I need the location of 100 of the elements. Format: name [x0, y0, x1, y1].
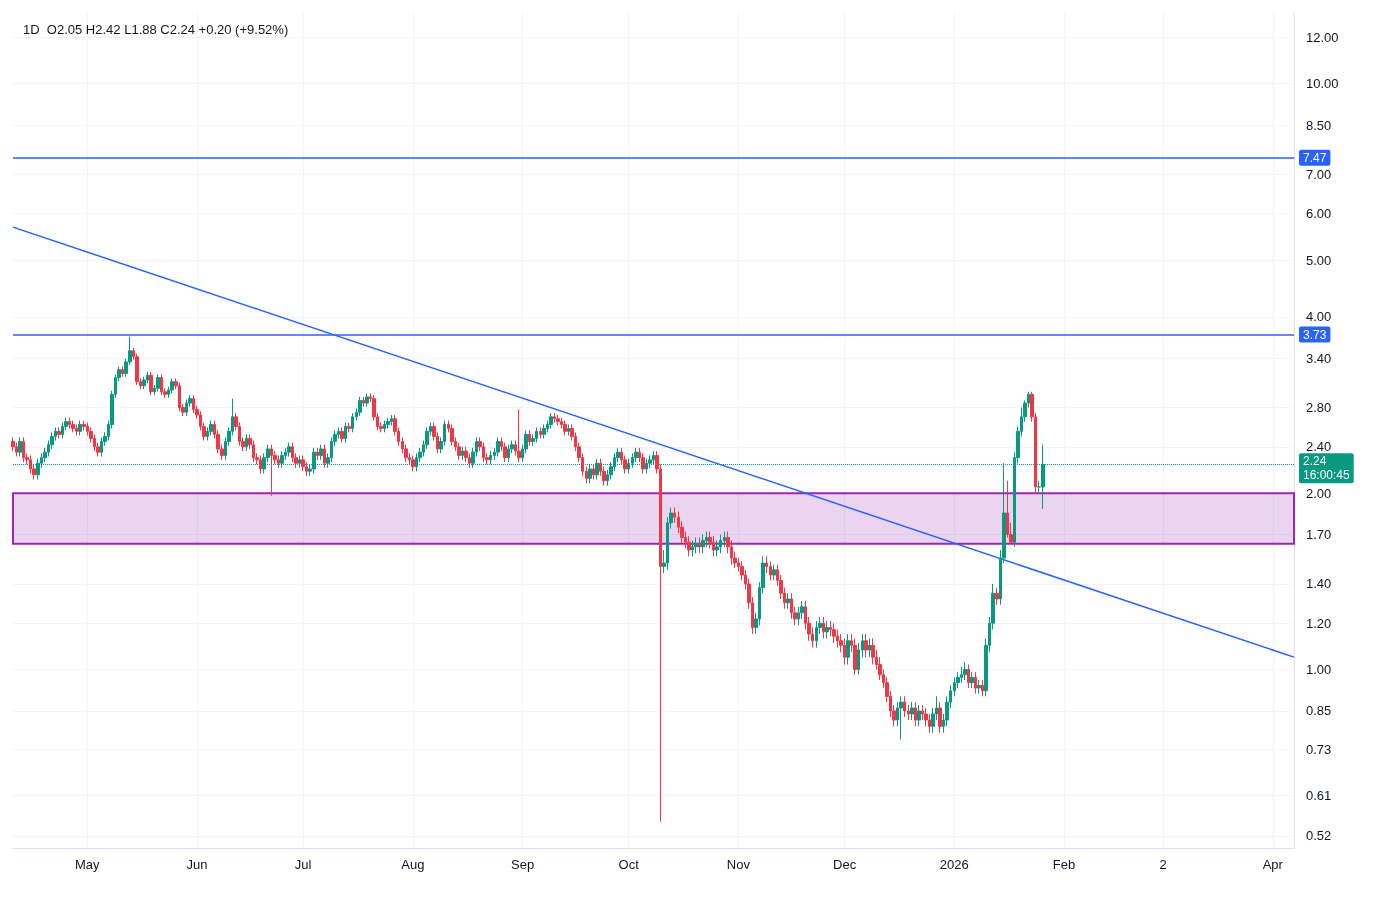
y-tick-label: 7.00 [1306, 166, 1332, 182]
candlestick [100, 436, 103, 458]
candlestick [974, 671, 977, 695]
text: 1D O2.05 H2.42 L1.88 C2.24 +0.20 (+9.52%) [23, 22, 289, 37]
candlestick [461, 446, 464, 461]
candlestick [259, 454, 262, 475]
candlestick [938, 701, 942, 734]
y-tick-label: 8.50 [1306, 117, 1332, 133]
y-tick-label: 10.00 [1306, 76, 1339, 92]
x-tick-label: Dec [833, 857, 857, 872]
x-tick-label: Oct [618, 857, 640, 872]
candlestick [489, 450, 492, 465]
candlestick [22, 436, 25, 463]
candlestick [822, 616, 825, 639]
candlestick [68, 417, 71, 429]
candlestick [156, 373, 160, 393]
candlestick [963, 661, 967, 681]
candlestick [450, 423, 454, 447]
candlestick [78, 420, 82, 436]
y-tick-label: 2.80 [1306, 400, 1332, 416]
candlestick [301, 454, 305, 472]
x-tick-label: Aug [401, 857, 425, 872]
candlestick [539, 426, 542, 439]
candlestick [340, 426, 344, 444]
candlestick [121, 366, 124, 378]
candlestick [18, 436, 22, 458]
candlestick [344, 422, 347, 444]
candlestick [563, 420, 567, 436]
candlestick [142, 376, 146, 390]
y-tick-label: 2.00 [1306, 485, 1332, 501]
candlestick [496, 436, 500, 458]
candlestick [178, 381, 181, 412]
x-tick-label: May [75, 857, 101, 872]
candlestick [542, 423, 546, 439]
candlestick [160, 373, 163, 396]
y-tick-label: 1.40 [1306, 576, 1332, 592]
candlestick [507, 444, 510, 463]
y-tick-label: 5.00 [1306, 252, 1332, 268]
candlestick [567, 423, 570, 436]
candlestick [917, 704, 921, 727]
ref-line-label: 7.47 [1303, 150, 1327, 165]
candlestick [553, 412, 556, 424]
y-tick-label: 1.70 [1306, 527, 1332, 543]
candlestick [769, 560, 772, 581]
candlestick [995, 587, 999, 606]
candlestick [351, 412, 354, 433]
candlestick [772, 564, 776, 581]
candlestick [549, 412, 553, 429]
candlestick [645, 458, 648, 475]
candlestick [319, 444, 323, 461]
candlestick [712, 535, 715, 557]
y-tick-label: 0.61 [1306, 787, 1332, 803]
candlestick [556, 414, 560, 426]
y-tick-label: 12.00 [1306, 29, 1339, 45]
candlestick [694, 537, 698, 554]
x-tick-label: 2 [1159, 857, 1167, 872]
y-tick-label: 0.52 [1306, 828, 1332, 844]
candlestick [390, 414, 393, 426]
candlestick [71, 420, 75, 433]
ref-line-label: 3.73 [1303, 327, 1327, 342]
candlestick [528, 429, 531, 447]
candlestick [825, 620, 829, 639]
candlestick [977, 679, 981, 695]
candlestick [641, 452, 645, 475]
candlestick [362, 396, 365, 408]
candlestick [347, 422, 351, 433]
y-tick-label: 4.00 [1306, 309, 1332, 325]
candlestick [903, 695, 906, 718]
candlestick [386, 417, 390, 429]
candlestick [323, 444, 326, 469]
candlestick [981, 679, 984, 697]
candlestick [517, 408, 521, 463]
candlestick [815, 620, 818, 649]
candlestick [846, 633, 850, 666]
candlestick [786, 592, 790, 610]
candlestick [365, 392, 369, 408]
candlestick [914, 701, 917, 727]
candlestick [701, 534, 705, 554]
candlestick [358, 396, 362, 417]
y-tick-label: 2.40 [1306, 439, 1332, 455]
x-tick-label: Jun [186, 857, 208, 872]
candlestick [82, 420, 86, 431]
candlestick [316, 447, 319, 461]
candlestick [832, 622, 836, 644]
x-tick-label: Apr [1262, 857, 1284, 872]
candlestick [383, 420, 386, 433]
candlestick [245, 433, 248, 452]
candlestick [864, 633, 868, 658]
candlestick [843, 637, 846, 666]
candlestick [698, 537, 701, 554]
x-tick-label: Feb [1052, 857, 1076, 872]
candlestick [270, 444, 273, 497]
candlestick [277, 454, 280, 469]
candlestick [61, 422, 64, 439]
candlestick [853, 637, 857, 676]
y-tick-label: 0.85 [1306, 703, 1332, 719]
candlestick [149, 371, 153, 396]
candlestick [967, 664, 970, 689]
candlestick [411, 454, 415, 472]
candlestick [691, 540, 694, 557]
